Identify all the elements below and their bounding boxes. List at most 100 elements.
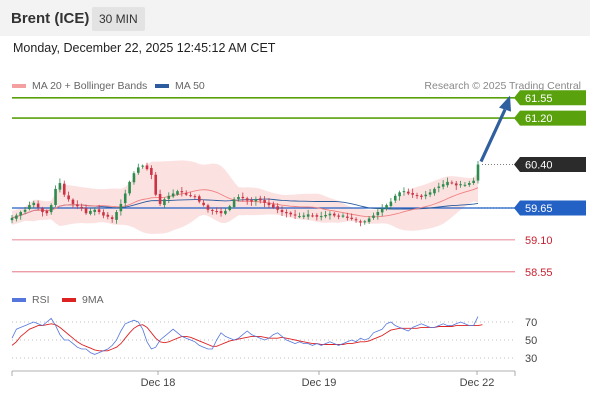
candle-body-36 [167, 195, 171, 199]
candle-body-81 [363, 221, 367, 223]
candle-body-25 [119, 203, 123, 212]
candle-body-86 [385, 205, 388, 209]
candle-body-102 [454, 183, 458, 186]
candle-body-8 [45, 210, 49, 214]
legend-bollinger-label: MA 20 + Bollinger Bands [32, 80, 148, 92]
candle-body-83 [372, 215, 375, 218]
candle-body-88 [393, 195, 397, 201]
candle-body-85 [380, 208, 384, 213]
rsi-line [11, 316, 479, 355]
candle-body-10 [54, 188, 57, 205]
candle-body-21 [102, 212, 105, 216]
legend-rsi: RSI [12, 294, 50, 306]
level-label-0: 61.55 [525, 93, 553, 105]
candle-body-103 [459, 184, 462, 186]
candle-body-18 [89, 210, 92, 214]
rsi-tick-2: 30 [525, 353, 537, 365]
candle-body-1 [15, 215, 18, 219]
ma20-line [11, 187, 479, 219]
candle-body-22 [106, 214, 110, 217]
legend-rsi-ma: 9MA [62, 294, 104, 306]
candle-body-71 [319, 216, 323, 218]
rsi-tick-1: 50 [525, 335, 537, 347]
candle-body-98 [437, 186, 441, 188]
forecast-arrow-head [499, 95, 511, 112]
candle-body-4 [28, 205, 31, 210]
candle-body-57 [258, 198, 262, 201]
candle-body-66 [298, 216, 301, 218]
candle-body-93 [415, 195, 419, 197]
candle-body-47 [215, 211, 218, 213]
candle-body-97 [433, 188, 436, 194]
instrument-title: Brent (ICE) [11, 10, 90, 27]
level-tag-0 [514, 90, 586, 106]
candle-body-31 [145, 165, 149, 170]
x-tick-label-1: Dec 19 [302, 377, 337, 389]
candle-body-89 [398, 192, 401, 197]
candle-body-19 [93, 209, 97, 212]
candle-body-82 [367, 218, 371, 222]
x-tick-label-0: Dec 18 [141, 377, 176, 389]
candle-body-76 [341, 215, 345, 217]
candle-body-41 [189, 195, 192, 197]
candle-body-55 [250, 200, 253, 202]
candle-body-17 [84, 207, 88, 214]
candle-body-35 [163, 199, 166, 206]
candle-body-92 [411, 193, 414, 195]
candle-body-28 [132, 173, 136, 183]
candle-body-43 [197, 196, 201, 202]
candle-body-59 [267, 202, 271, 206]
candle-body-65 [293, 214, 297, 216]
candle-body-62 [280, 209, 284, 213]
rsi-ma-line [11, 323, 483, 352]
candle-body-16 [80, 206, 83, 209]
candle-body-94 [420, 195, 423, 197]
candle-body-87 [389, 201, 393, 206]
level-tag-2 [514, 157, 586, 172]
candle-body-48 [219, 211, 223, 214]
candle-body-75 [337, 215, 340, 217]
candle-body-51 [232, 199, 236, 207]
candle-body-30 [141, 165, 144, 167]
candle-body-38 [176, 191, 179, 195]
candle-body-45 [206, 205, 210, 210]
candle-body-74 [332, 213, 336, 216]
candle-body-100 [446, 181, 449, 186]
candle-body-32 [150, 168, 153, 175]
candle-body-104 [463, 184, 467, 186]
candle-body-67 [302, 215, 306, 217]
candle-body-80 [359, 221, 362, 223]
candle-body-90 [402, 191, 406, 193]
legend-ma50: MA 50 [155, 80, 205, 92]
candle-body-0 [10, 217, 14, 221]
candle-body-70 [315, 215, 319, 217]
credit-text: Research © 2025 Trading Central [424, 80, 581, 92]
candle-body-34 [158, 193, 162, 204]
level-label-4: 59.10 [525, 235, 553, 247]
bollinger-swatch [12, 84, 26, 88]
candle-body-37 [171, 193, 175, 197]
candle-body-24 [115, 212, 118, 220]
level-label-5: 58.55 [525, 267, 553, 279]
legend-bollinger: MA 20 + Bollinger Bands [12, 80, 147, 92]
candle-body-54 [245, 198, 249, 201]
candle-body-58 [263, 199, 266, 203]
candle-body-91 [407, 191, 410, 194]
candle-body-2 [19, 212, 23, 216]
rsi-tick-0: 70 [525, 317, 537, 329]
candle-body-40 [184, 193, 188, 195]
legend-rsi-ma-label: 9MA [82, 294, 104, 306]
candle-body-50 [228, 206, 232, 211]
candle-body-9 [49, 205, 53, 213]
candle-body-105 [467, 183, 471, 185]
candle-body-60 [272, 204, 275, 208]
candle-body-27 [128, 181, 131, 194]
timeframe-button[interactable]: 30 MIN [92, 7, 145, 31]
candle-body-52 [237, 196, 240, 200]
ma50-swatch [155, 84, 169, 88]
candle-body-39 [180, 191, 184, 193]
candle-body-20 [97, 209, 101, 213]
candle-body-77 [346, 216, 349, 218]
candle-body-11 [58, 183, 62, 190]
candle-body-101 [450, 182, 454, 184]
